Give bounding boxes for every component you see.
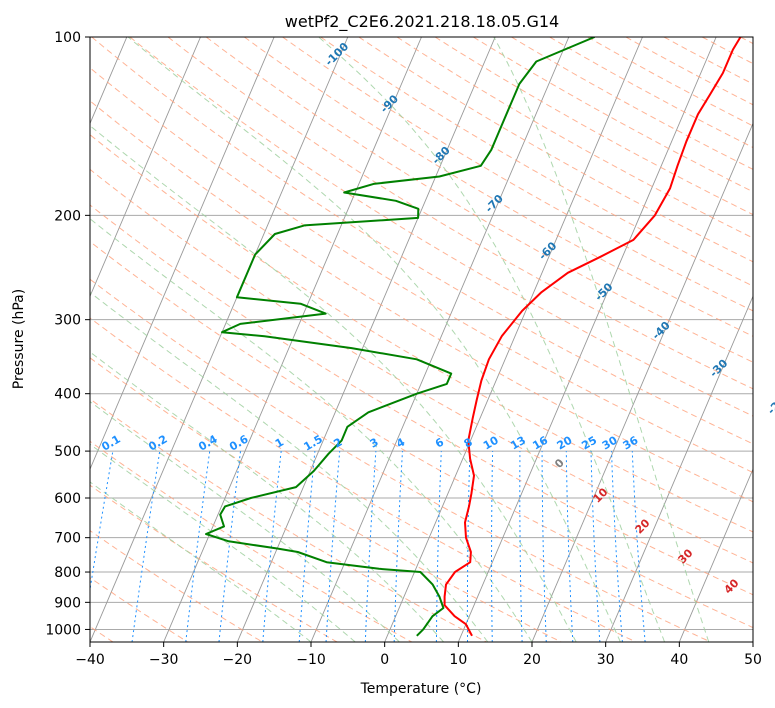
x-axis-title: Temperature (°C): [360, 681, 482, 697]
y-tick-label: 900: [54, 595, 81, 611]
y-tick-label: 700: [54, 531, 81, 547]
isotherm-line: [384, 37, 643, 642]
y-tick-label: 500: [54, 444, 81, 460]
isotherm-label: -20: [765, 394, 775, 417]
plot-area: [90, 37, 753, 642]
x-tick-label: 10: [449, 652, 467, 668]
isotherm-line: [236, 37, 496, 642]
x-tick-label: 20: [523, 652, 541, 668]
dry-adiabat: [90, 168, 753, 564]
dry-adiabat: [90, 484, 338, 642]
x-tick-label: −20: [223, 652, 253, 668]
dry-adiabat: [90, 398, 487, 642]
x-axis-ticks: −40 −30 −20 −10 0 10 20 30 40 50: [75, 642, 762, 668]
moist-adiabats: [90, 37, 710, 642]
moist-adiabat: [318, 37, 666, 642]
dry-adiabat: [90, 204, 753, 596]
isotherm-line: [90, 37, 275, 471]
x-tick-label: 0: [380, 652, 389, 668]
x-tick-label: −30: [149, 652, 179, 668]
moist-adiabat: [90, 218, 533, 642]
moist-adiabat: [90, 481, 312, 642]
isotherm-line: [457, 37, 717, 642]
x-tick-label: 30: [597, 652, 615, 668]
isotherm-line: [678, 467, 753, 642]
plot-frame: [89, 36, 754, 643]
x-tick-label: 40: [670, 652, 688, 668]
dry-adiabat: [90, 317, 637, 642]
temperature-profile-line: [443, 37, 742, 637]
y-axis-ticks: 100 200 300 400 500 600 700 800 900 1000: [45, 30, 90, 638]
isotherm-line: [605, 295, 753, 642]
dry-adiabat: [90, 577, 188, 642]
moist-adiabat: [90, 400, 400, 642]
dry-adiabat: [90, 357, 562, 642]
isotherm-line: [90, 37, 349, 642]
y-tick-label: 800: [54, 565, 81, 581]
x-tick-label: 50: [744, 652, 762, 668]
moist-adiabat: [493, 37, 710, 642]
chart-title: wetPf2_C2E6.2021.218.18.05.G14: [285, 12, 559, 32]
moist-adiabat: [90, 351, 444, 642]
y-tick-label: 300: [54, 313, 81, 329]
x-tick-label: −40: [75, 652, 105, 668]
isotherm-line: [531, 122, 753, 642]
y-tick-label: 1000: [45, 622, 81, 638]
dry-adiabat: [90, 440, 413, 642]
dewpoint-profile-line: [205, 37, 595, 637]
isobar-grid: [90, 37, 753, 630]
isotherm-line: [90, 37, 201, 298]
moist-adiabat: [127, 37, 621, 642]
moist-adiabat: [90, 125, 577, 642]
y-tick-label: 200: [54, 208, 81, 224]
dry-adiabats: [90, 37, 753, 642]
y-tick-label: 400: [54, 387, 81, 403]
profile-series: [205, 37, 742, 637]
y-tick-label: 100: [54, 30, 81, 46]
moist-adiabat: [90, 291, 489, 642]
x-tick-label: −10: [296, 652, 326, 668]
y-axis-title: Pressure (hPa): [11, 289, 27, 389]
y-tick-label: 600: [54, 491, 81, 507]
dry-adiabat: [90, 241, 753, 629]
dry-adiabat: [90, 100, 753, 503]
dry-adiabat: [90, 278, 711, 642]
